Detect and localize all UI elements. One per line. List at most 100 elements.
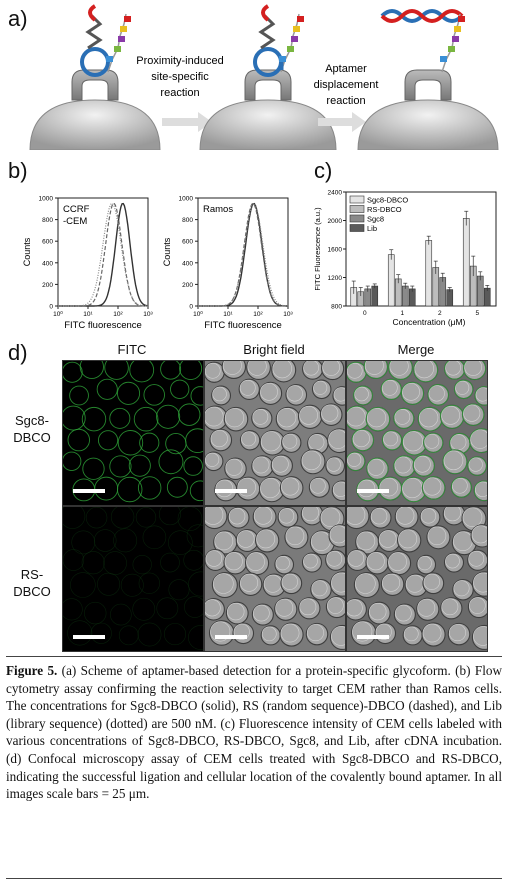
cell-highlight — [272, 361, 292, 379]
cell-outline — [97, 572, 121, 596]
cell-fluorescence — [423, 432, 444, 453]
cell-highlight — [422, 623, 442, 643]
cell-highlight — [299, 405, 319, 425]
cell-outline — [67, 428, 90, 452]
cell-outline — [209, 428, 233, 452]
row-header-line1: RS- — [20, 567, 44, 582]
cell-outline — [110, 507, 135, 529]
cell-fluorescence — [427, 384, 449, 406]
cell-fluorescence — [353, 385, 373, 406]
cell-highlight — [240, 573, 259, 592]
cell-outline — [328, 524, 345, 548]
cell-highlight — [246, 552, 265, 571]
cell-outline — [132, 554, 152, 575]
cell-outline — [321, 361, 345, 381]
cell-highlight — [260, 382, 278, 401]
cell-highlight — [388, 552, 407, 571]
cell-highlight — [210, 429, 228, 448]
cell-highlight — [256, 529, 276, 549]
y-tick-label: 600 — [42, 239, 53, 246]
cell-highlight — [301, 507, 320, 522]
micrograph-bright-sgc8 — [204, 360, 346, 506]
cell-outline — [156, 597, 179, 620]
cell-outline — [274, 597, 298, 621]
cell-highlight — [468, 457, 483, 472]
micrograph-bright-rs — [204, 506, 346, 652]
y-tick-label: 800 — [182, 217, 193, 224]
cell-outline — [84, 601, 107, 625]
cell-outline — [63, 598, 83, 621]
cell-highlight — [326, 550, 343, 567]
y-tick-label: 0 — [189, 304, 193, 311]
histogram-curve — [58, 202, 149, 307]
step1-label-line2: site-specific — [151, 71, 209, 83]
scale-bar — [73, 635, 105, 639]
micrograph-merge-rs — [346, 506, 488, 652]
cell-highlight — [321, 404, 339, 422]
cell-outline — [440, 597, 463, 620]
cell-highlight — [313, 380, 328, 395]
cell-outline — [471, 571, 487, 597]
micrograph-background — [63, 507, 203, 651]
cell-outline — [109, 455, 132, 478]
cell-outline — [188, 571, 203, 597]
cell-outline — [302, 361, 324, 380]
cell-highlight — [463, 404, 481, 422]
cell-outline — [188, 625, 203, 650]
cell-outline — [300, 507, 324, 526]
cell-fluorescence — [450, 476, 472, 498]
cell-fluorescence — [388, 361, 413, 380]
cell-outline — [137, 476, 162, 500]
cell-fluorescence — [363, 361, 388, 379]
cell-highlight — [468, 550, 485, 567]
legend-label: RS-DBCO — [367, 205, 402, 214]
sample-label: CCRF — [63, 204, 90, 215]
cell-highlight — [394, 456, 412, 474]
cell-fluorescence — [473, 480, 487, 502]
cell-outline — [81, 551, 105, 575]
cell-highlight — [222, 361, 242, 375]
y-tick-label: 1600 — [328, 247, 343, 254]
cell-highlight — [428, 385, 445, 402]
cell-highlight — [443, 450, 464, 471]
bar — [446, 289, 454, 307]
cell-outline — [67, 620, 93, 646]
cell-outline — [416, 597, 440, 621]
cell-highlight — [236, 530, 255, 548]
cell-highlight — [320, 507, 341, 528]
cell-outline — [116, 381, 141, 405]
cell-highlight — [205, 507, 224, 525]
cell-outline — [96, 378, 118, 400]
caption-text: (a) Scheme of aptamer-based detection fo… — [6, 663, 502, 802]
cell-highlight — [464, 361, 482, 376]
cell-highlight — [212, 386, 227, 402]
cell-outline — [331, 480, 345, 502]
cell-highlight — [448, 624, 467, 642]
cell-highlight — [357, 479, 376, 498]
cell-highlight — [413, 455, 431, 473]
cell-highlight — [329, 525, 345, 544]
cell-outline — [128, 454, 151, 477]
cell-highlight — [282, 433, 298, 449]
y-axis-label: Counts — [162, 237, 172, 266]
cell-outline — [85, 507, 108, 529]
cell-outline — [325, 596, 345, 619]
cell-outline — [104, 361, 129, 380]
cell-outline — [138, 572, 160, 594]
cell-highlight — [347, 550, 365, 567]
x-axis-label: FITC fluorescence — [204, 320, 282, 330]
cell-outline — [143, 384, 165, 406]
bar — [476, 275, 484, 307]
cell-highlight — [233, 623, 250, 640]
legend-swatch — [349, 205, 365, 213]
cell-highlight — [225, 458, 243, 476]
cell-highlight — [445, 361, 461, 376]
cell-highlight — [328, 429, 345, 449]
cell-outline — [396, 528, 422, 553]
cell-fluorescence — [347, 451, 366, 471]
y-tick-label: 2000 — [328, 218, 343, 225]
cell-outline — [63, 549, 85, 571]
cell-highlight — [395, 604, 412, 622]
cell-outline — [113, 528, 138, 553]
